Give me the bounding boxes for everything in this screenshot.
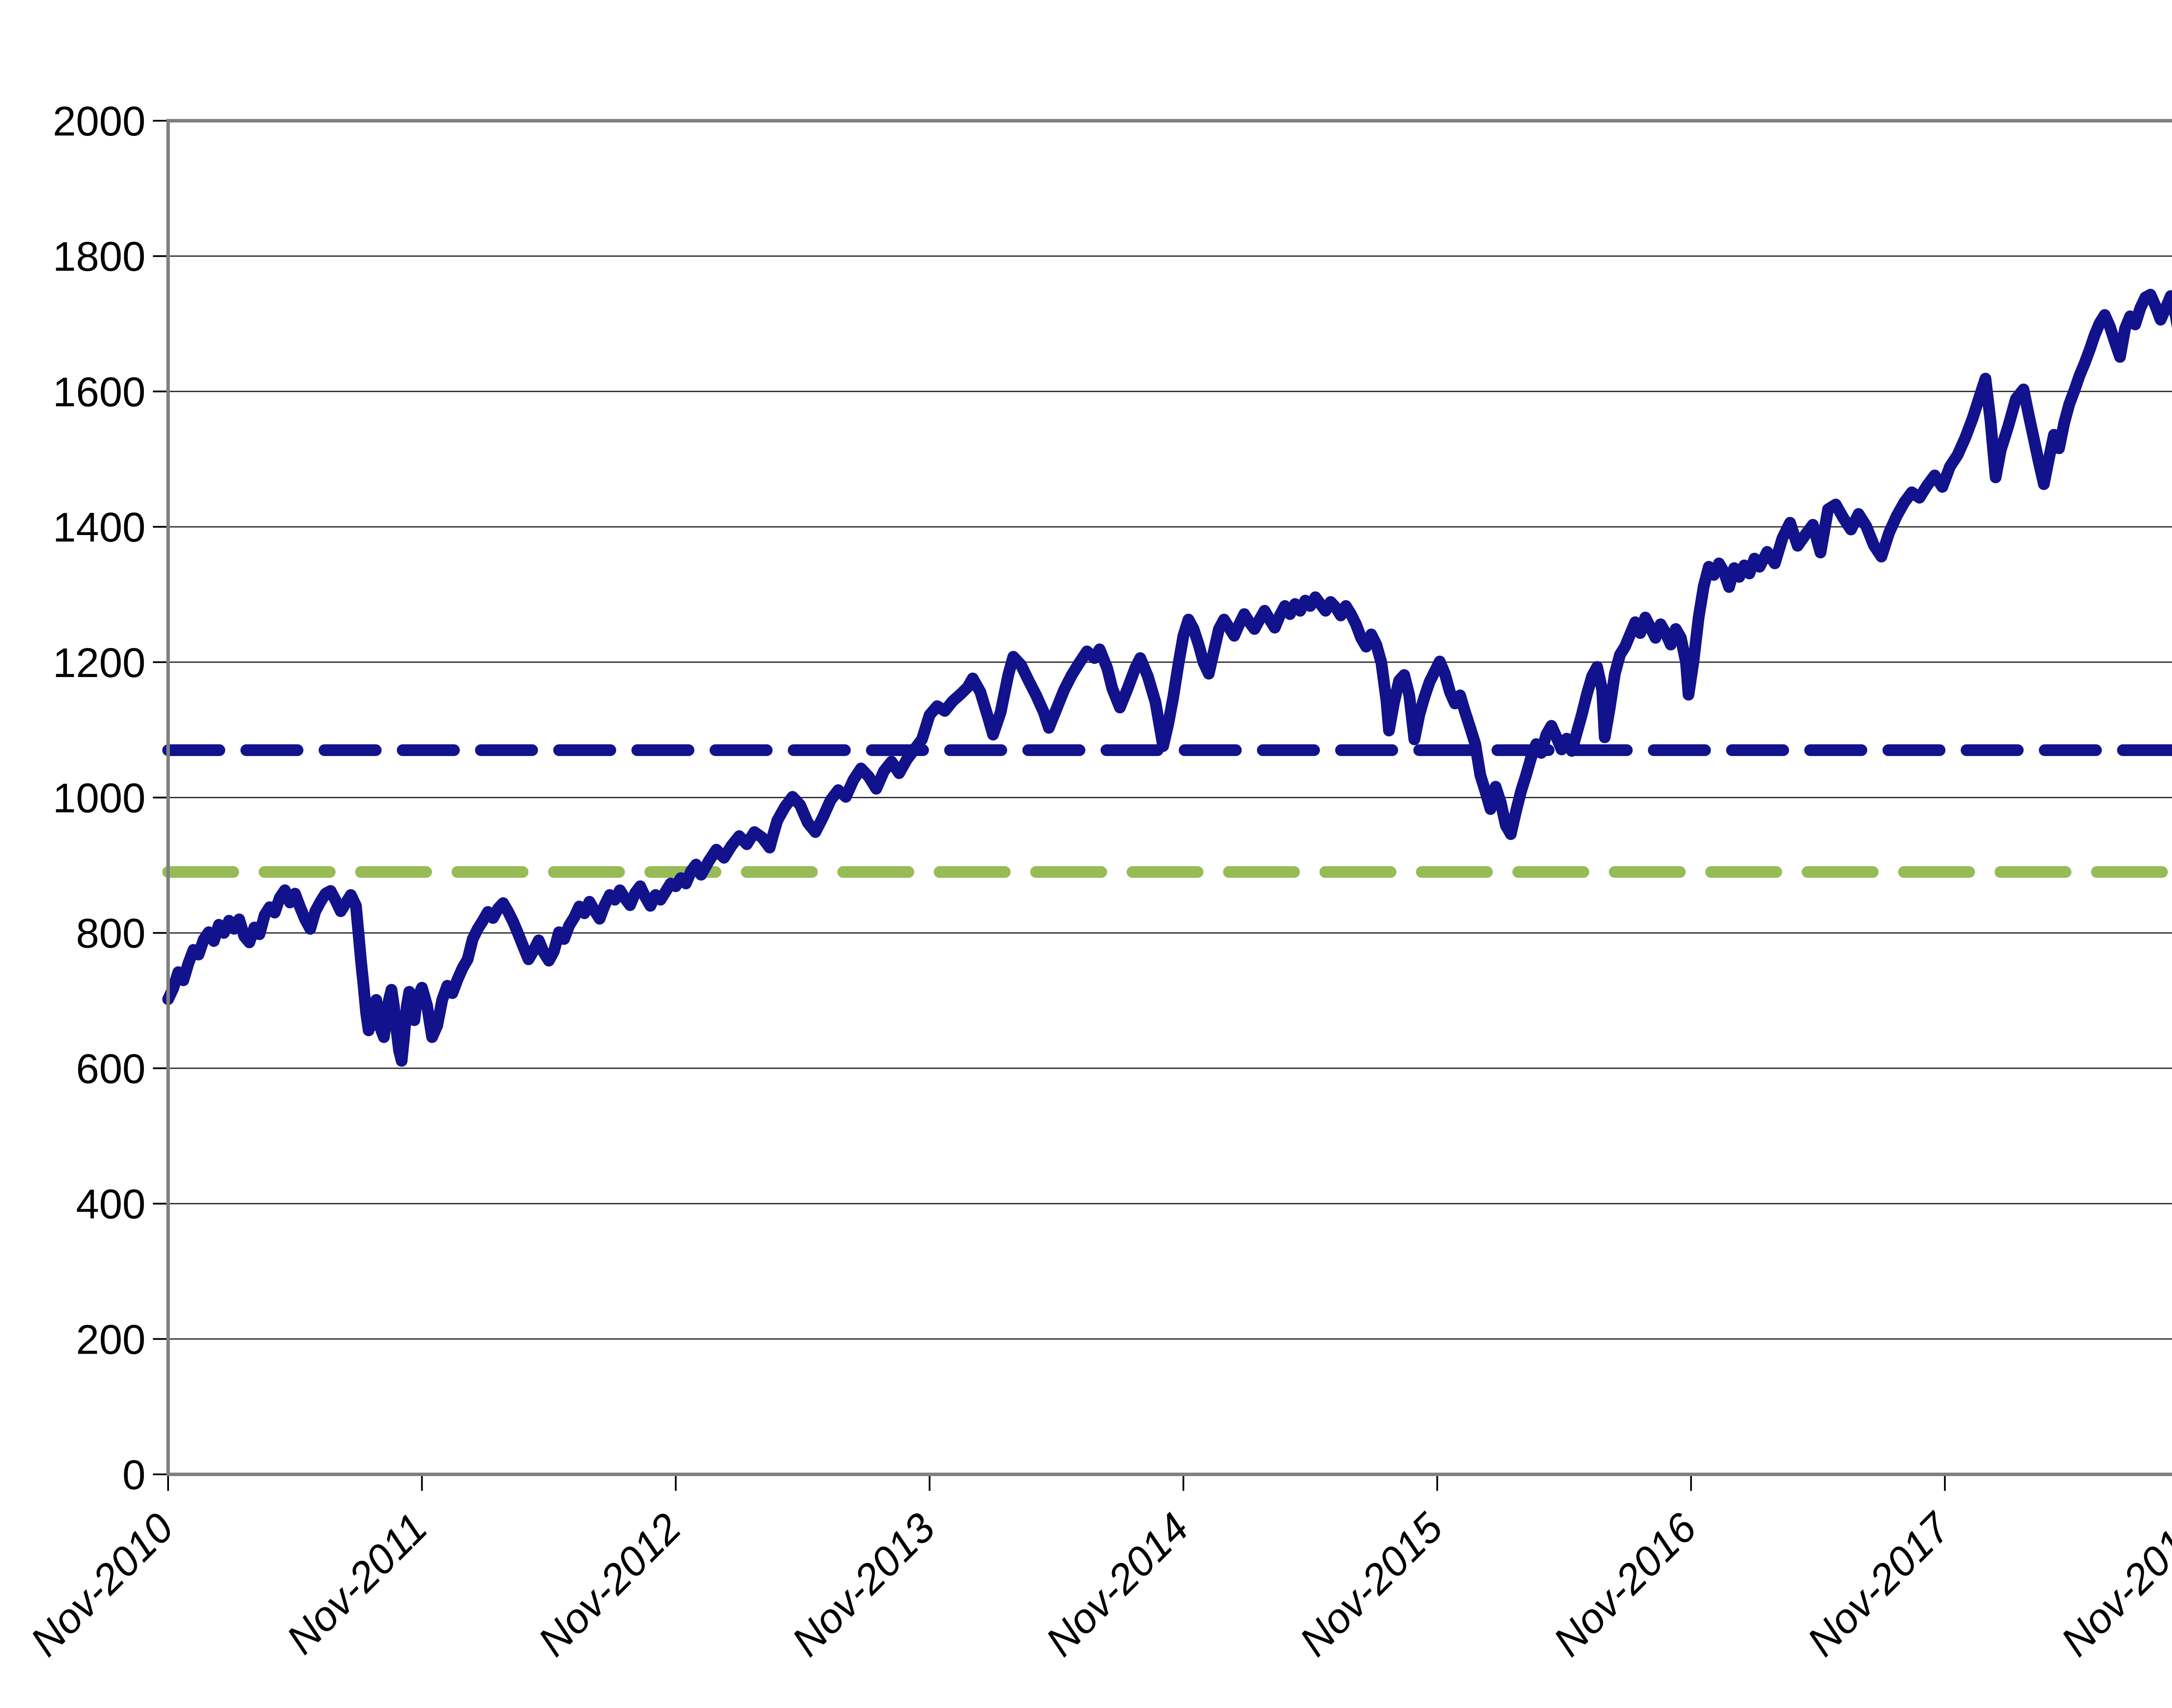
plot-area-border — [166, 119, 2172, 1476]
x-tick-label: Nov-2014 — [1037, 1504, 1198, 1665]
y-tick-label: 1000 — [53, 775, 146, 822]
y-tick-label: 200 — [76, 1316, 146, 1363]
x-tick-label: Nov-2012 — [529, 1504, 690, 1665]
y-tick-label: 400 — [76, 1181, 146, 1228]
x-tick-label: Nov-2017 — [1798, 1503, 1960, 1665]
y-tick-label: 800 — [76, 910, 146, 957]
y-tick-label: 0 — [123, 1452, 146, 1498]
x-tick-label: Nov-2015 — [1291, 1504, 1451, 1665]
y-tick-label: 600 — [76, 1046, 146, 1092]
y-tick-label: 1400 — [53, 504, 146, 551]
index-level-series-line — [162, 289, 2172, 1067]
y-tick-label: 1600 — [53, 369, 146, 415]
x-tick-label: Nov-2010 — [22, 1504, 182, 1665]
x-tick-label: Nov-2013 — [783, 1504, 944, 1665]
y-tick-label: 2000 — [53, 98, 146, 145]
y-tick-label: 1800 — [53, 234, 146, 280]
x-tick-label: Nov-2018 — [2052, 1504, 2172, 1665]
x-tick-label: Nov-2011 — [278, 1504, 436, 1663]
x-tick-label: Nov-2016 — [1545, 1504, 1705, 1665]
y-tick-label: 1200 — [53, 640, 146, 686]
